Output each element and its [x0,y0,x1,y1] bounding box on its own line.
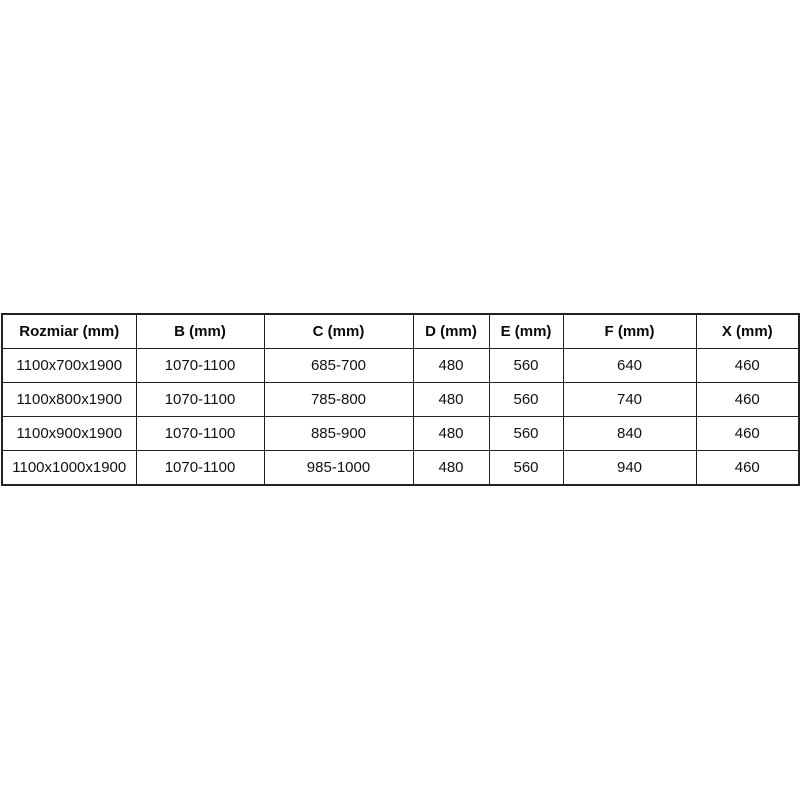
table-row: 1100x800x1900 1070-1100 785-800 480 560 740 46… [1,382,800,417]
table-cell: 785-800 [263,382,414,417]
header-cell-f: F (mm) [562,313,697,349]
table-cell: 740 [562,382,697,417]
table-cell: 985-1000 [263,450,414,486]
table-cell: 1100x900x1900 [1,416,137,451]
header-cell-b: B (mm) [135,313,265,349]
table-cell: 480 [412,416,490,451]
table-cell: 560 [488,348,564,383]
table-cell: 460 [695,450,800,486]
table-cell: 1070-1100 [135,348,265,383]
header-cell-rozmiar: Rozmiar (mm) [1,313,137,349]
header-cell-d: D (mm) [412,313,490,349]
table-cell: 1100x1000x1900 [1,450,137,486]
table-cell: 1100x800x1900 [1,382,137,417]
table-cell: 640 [562,348,697,383]
table-cell: 940 [562,450,697,486]
header-cell-c: C (mm) [263,313,414,349]
table-cell: 840 [562,416,697,451]
header-row: Rozmiar (mm) B (mm) C (mm) D (mm) E (mm) F (m… [1,313,800,349]
table-row: 1100x700x1900 1070-1100 685-700 480 560 640 46… [1,348,800,383]
table-cell: 1070-1100 [135,450,265,486]
header-cell-x: X (mm) [695,313,800,349]
table-cell: 460 [695,348,800,383]
table-cell: 685-700 [263,348,414,383]
table-cell: 1100x700x1900 [1,348,137,383]
table-cell: 560 [488,450,564,486]
table-cell: 460 [695,416,800,451]
table-row: 1100x900x1900 1070-1100 885-900 480 560 840 46… [1,416,800,451]
table-row: 1100x1000x1900 1070-1100 985-1000 480 560 940… [1,450,800,486]
table-cell: 560 [488,382,564,417]
table-cell: 480 [412,382,490,417]
table-cell: 460 [695,382,800,417]
table-body: 1100x700x1900 1070-1100 685-700 480 560 640 46… [1,348,800,486]
header-cell-e: E (mm) [488,313,564,349]
table-cell: 480 [412,450,490,486]
table-cell: 560 [488,416,564,451]
table-cell: 1070-1100 [135,382,265,417]
table-head: Rozmiar (mm) B (mm) C (mm) D (mm) E (mm) F (m… [1,313,800,349]
table-cell: 1070-1100 [135,416,265,451]
table-cell: 885-900 [263,416,414,451]
dimensions-spec-table: Rozmiar (mm) B (mm) C (mm) D (mm) E (mm) F (m… [1,313,800,486]
table-cell: 480 [412,348,490,383]
